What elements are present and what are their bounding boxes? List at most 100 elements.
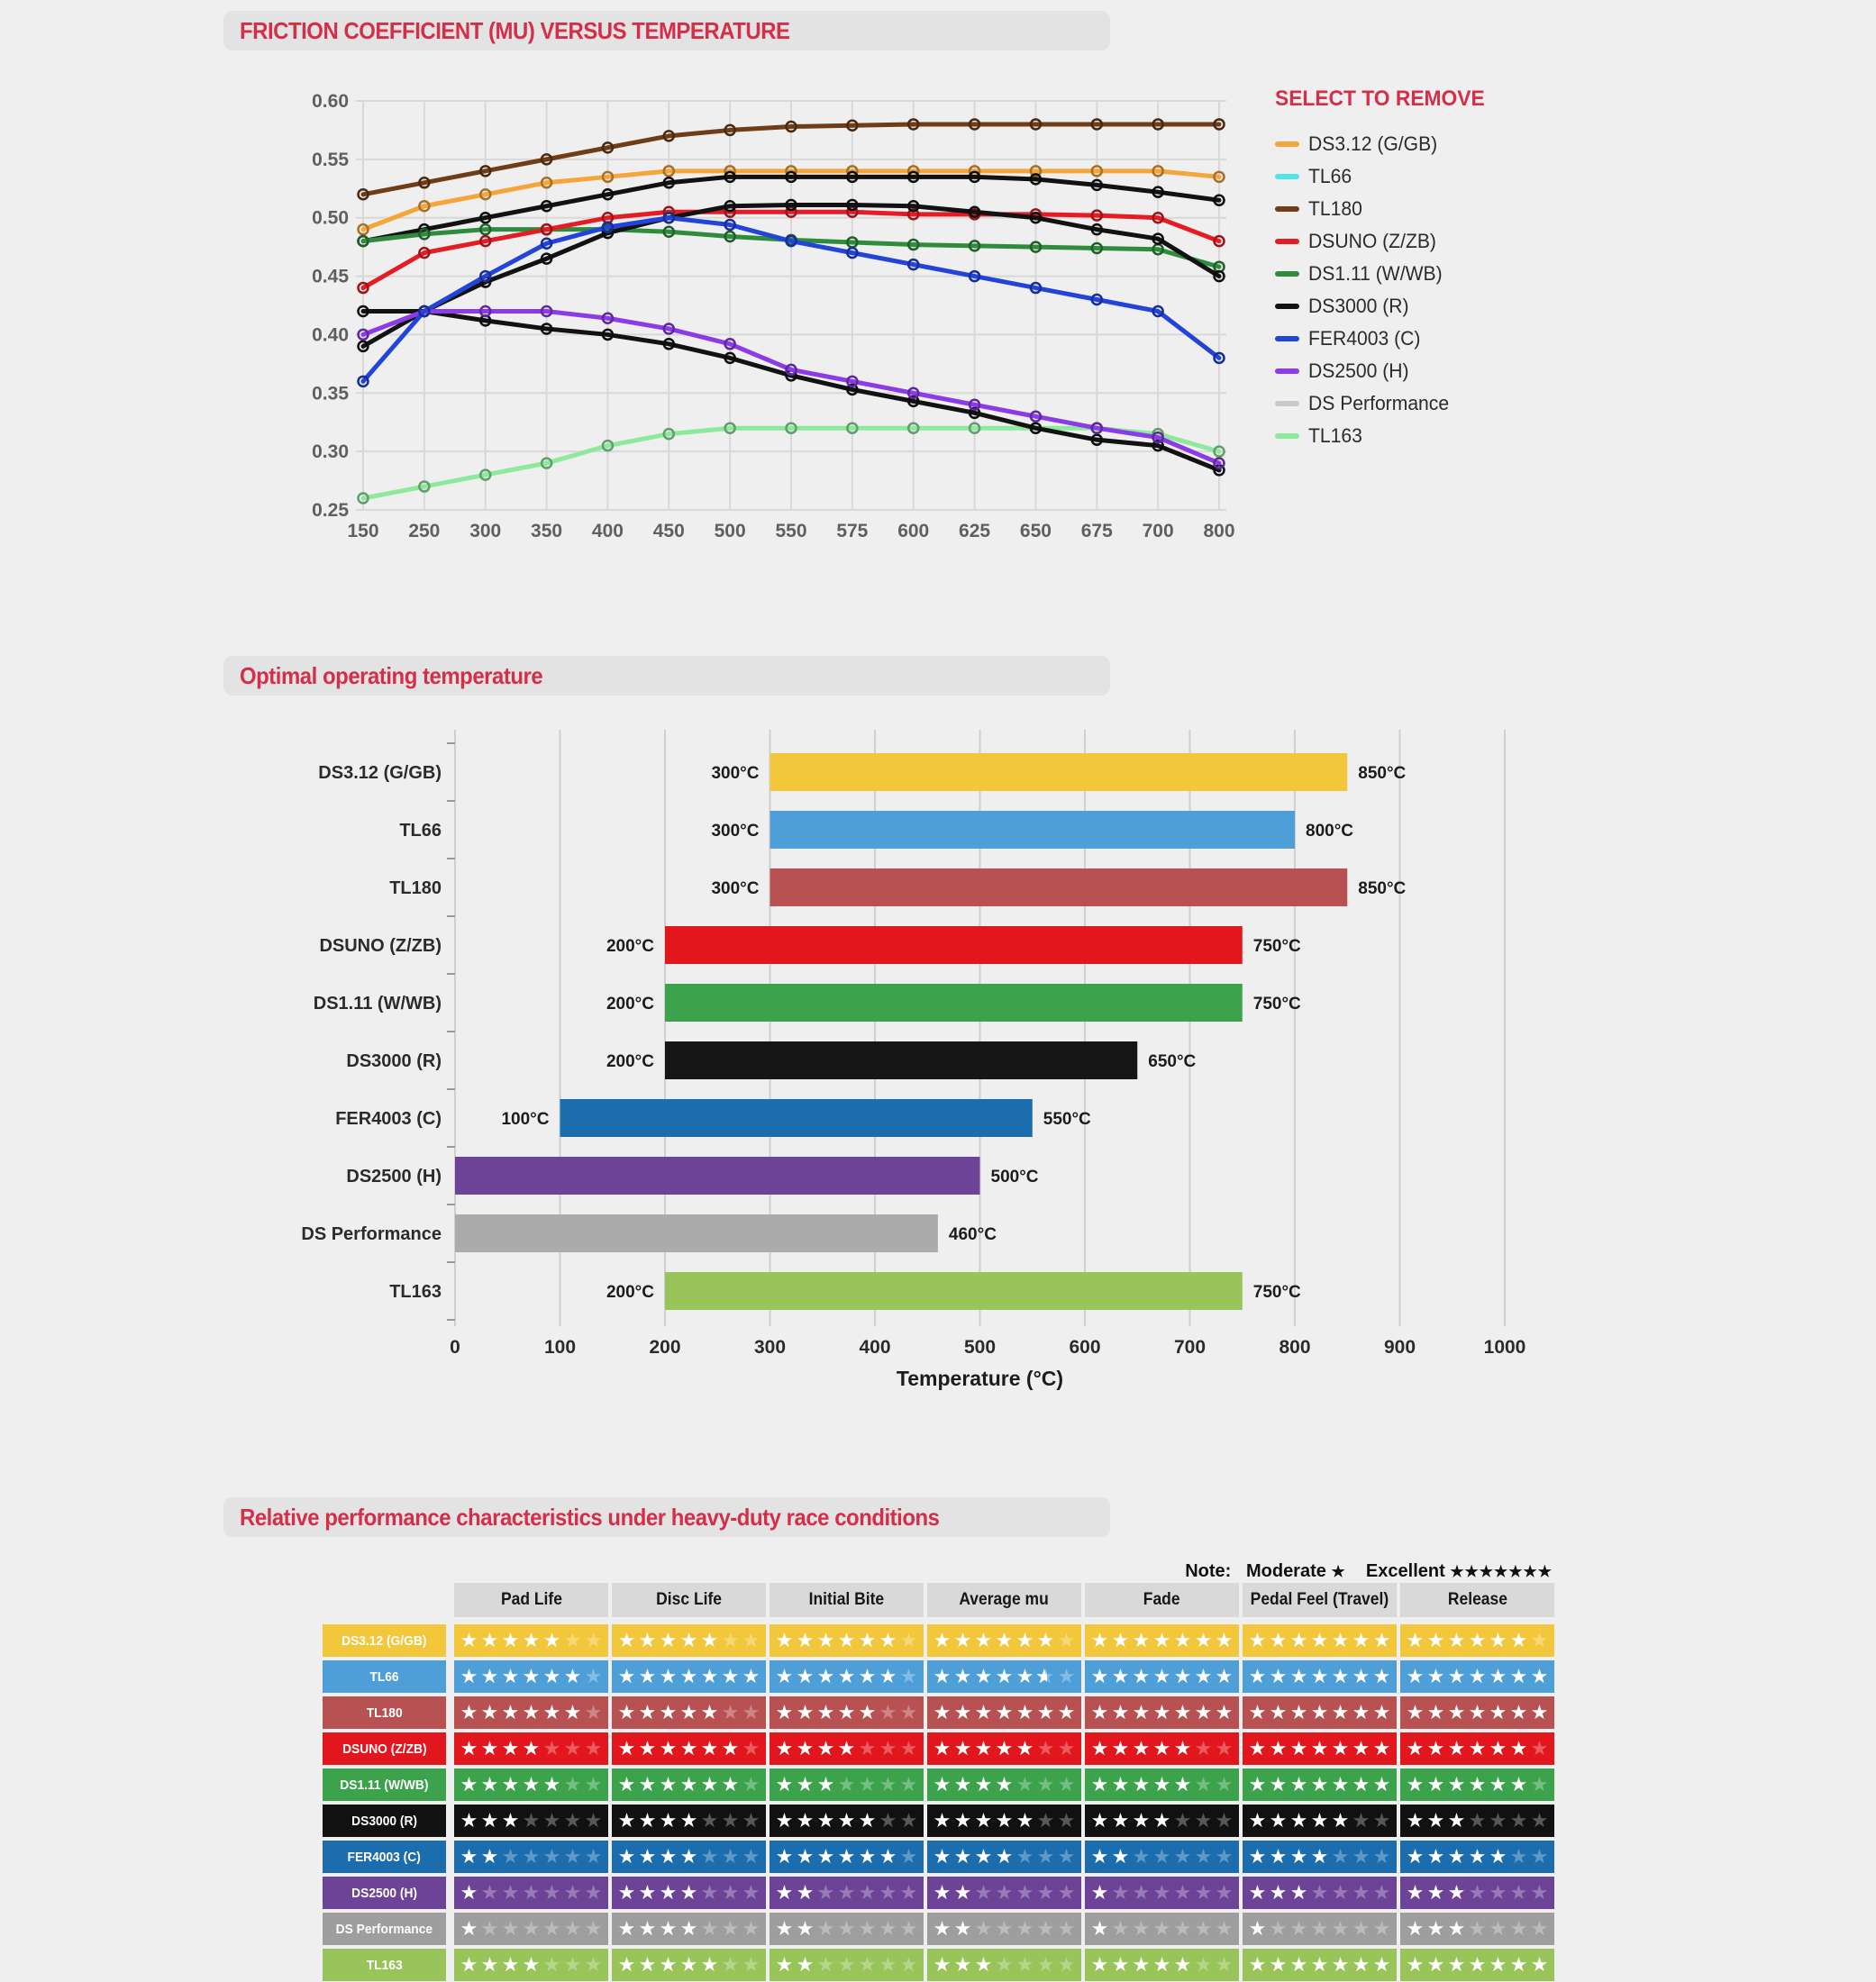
star-empty-icon: ★	[1509, 1809, 1528, 1832]
rating-cell: ★ ★ ★ ★ ★ ★ ★	[770, 1949, 924, 1981]
star-empty-icon: ★	[700, 1917, 719, 1940]
star-filled-icon: ★	[1269, 1845, 1288, 1868]
data-point-marker	[1090, 241, 1104, 255]
rating-cell: ★ ★ ★ ★ ★ ★ ★	[770, 1805, 924, 1837]
star-empty-icon: ★	[1036, 1845, 1055, 1868]
star-filled-icon: ★	[1248, 1737, 1267, 1759]
data-point-marker	[846, 119, 859, 132]
star-empty-icon: ★	[1057, 1917, 1076, 1940]
legend-item-DS3000 (R)[interactable]: DS3000 (R)	[1275, 290, 1545, 323]
star-empty-icon: ★	[995, 1953, 1014, 1976]
data-point-marker	[601, 312, 615, 325]
star-filled-icon: ★	[1468, 1629, 1487, 1651]
star-filled-icon: ★	[659, 1773, 678, 1796]
star-filled-icon: ★	[480, 1665, 499, 1687]
star-filled-icon: ★	[775, 1701, 794, 1723]
star-filled-icon: ★	[995, 1809, 1014, 1832]
star-filled-icon: ★	[1289, 1845, 1308, 1868]
star-empty-icon: ★	[1015, 1953, 1034, 1976]
bar-category-label: FER4003 (C)	[335, 1109, 442, 1129]
legend-item-TL163[interactable]: TL163	[1275, 420, 1545, 452]
rating-cell: ★ ★ ★ ★ ★ ★ ★	[1085, 1696, 1239, 1729]
star-filled-icon: ★	[522, 1737, 541, 1759]
star-empty-icon: ★	[858, 1737, 877, 1759]
friction-chart-legend: SELECT TO REMOVE DS3.12 (G/GB) TL66 TL180 D…	[1275, 86, 1545, 452]
star-filled-icon: ★	[1132, 1773, 1151, 1796]
star-filled-icon: ★	[953, 1917, 972, 1940]
star-empty-icon: ★	[837, 1917, 856, 1940]
star-empty-icon: ★	[542, 1737, 561, 1759]
star-empty-icon: ★	[1215, 1953, 1234, 1976]
data-point-marker	[662, 323, 676, 335]
star-empty-icon: ★	[1489, 1881, 1507, 1904]
star-filled-icon: ★	[617, 1629, 636, 1651]
x-axis-tick-label: 800	[1279, 1337, 1310, 1358]
star-filled-icon: ★	[480, 1809, 499, 1832]
star-filled-icon: ★	[1173, 1629, 1192, 1651]
data-point-marker	[1090, 293, 1104, 306]
column-header-Disc Life: Disc Life	[612, 1583, 766, 1617]
bar-max-value-label: 460°C	[949, 1225, 997, 1244]
star-empty-icon: ★	[522, 1881, 541, 1904]
star-filled-icon: ★	[1173, 1737, 1192, 1759]
star-empty-icon: ★	[1468, 1917, 1487, 1940]
rating-cell: ★ ★ ★ ★ ★ ★ ★	[1085, 1913, 1239, 1945]
star-empty-icon: ★	[837, 1881, 856, 1904]
star-filled-icon: ★	[1090, 1629, 1109, 1651]
star-filled-icon: ★	[460, 1773, 478, 1796]
bar-min-value-label: 300°C	[711, 879, 759, 898]
legend-item-TL180[interactable]: TL180	[1275, 193, 1545, 225]
star-filled-icon: ★	[1152, 1773, 1171, 1796]
star-filled-icon: ★	[700, 1737, 719, 1759]
star-filled-icon: ★	[1289, 1737, 1308, 1759]
data-point-marker	[357, 234, 369, 248]
legend-item-TL66[interactable]: TL66	[1275, 160, 1545, 193]
star-filled-icon: ★	[679, 1917, 698, 1940]
data-point-marker	[662, 177, 676, 189]
star-filled-icon: ★	[837, 1809, 856, 1832]
star-filled-icon: ★	[700, 1701, 719, 1723]
note-excellent-stars-icon: ★★★★★★★	[1450, 1563, 1553, 1580]
data-point-marker	[418, 177, 431, 189]
star-filled-icon: ★	[1289, 1665, 1308, 1687]
star-empty-icon: ★	[1173, 1845, 1192, 1868]
bar-min-value-label: 300°C	[711, 822, 759, 841]
star-empty-icon: ★	[899, 1737, 918, 1759]
legend-item-label: TL66	[1308, 165, 1352, 187]
star-filled-icon: ★	[522, 1665, 541, 1687]
legend-item-DS2500 (H)[interactable]: DS2500 (H)	[1275, 355, 1545, 387]
legend-item-DSUNO (Z/ZB)[interactable]: DSUNO (Z/ZB)	[1275, 225, 1545, 258]
star-filled-icon: ★	[1248, 1773, 1267, 1796]
star-empty-icon: ★	[1194, 1809, 1213, 1832]
data-point-marker	[1029, 118, 1043, 131]
rating-cell: ★ ★ ★ ★ ★ ★ ★	[1400, 1805, 1554, 1837]
star-filled-icon: ★	[933, 1809, 952, 1832]
star-filled-icon: ★	[879, 1665, 897, 1687]
row-label-DSUNO (Z/ZB): DSUNO (Z/ZB)	[323, 1732, 446, 1765]
bar-category-label: DS2500 (H)	[346, 1167, 442, 1186]
star-filled-icon: ★	[563, 1701, 582, 1723]
data-point-marker	[968, 118, 981, 131]
legend-item-DS3.12 (G/GB)[interactable]: DS3.12 (G/GB)	[1275, 128, 1545, 160]
star-empty-icon: ★	[1372, 1917, 1391, 1940]
star-filled-icon: ★	[638, 1701, 657, 1723]
data-point-marker	[1213, 234, 1225, 248]
star-filled-icon: ★	[1194, 1629, 1213, 1651]
star-filled-icon: ★	[974, 1773, 993, 1796]
legend-item-DS1.11 (W/WB)[interactable]: DS1.11 (W/WB)	[1275, 258, 1545, 290]
data-point-marker	[968, 269, 981, 283]
legend-item-DS Performance[interactable]: DS Performance	[1275, 387, 1545, 420]
star-empty-icon: ★	[879, 1953, 897, 1976]
star-filled-icon: ★	[933, 1701, 952, 1723]
star-empty-icon: ★	[542, 1809, 561, 1832]
star-empty-icon: ★	[584, 1809, 603, 1832]
star-filled-icon: ★	[1173, 1953, 1192, 1976]
star-filled-icon: ★	[1015, 1701, 1034, 1723]
rating-cell: ★ ★ ★ ★ ★ ★ ★	[454, 1913, 608, 1945]
star-empty-icon: ★	[721, 1917, 740, 1940]
star-empty-icon: ★	[721, 1701, 740, 1723]
legend-item-FER4003 (C)[interactable]: FER4003 (C)	[1275, 323, 1545, 355]
note-label: Note:	[1185, 1561, 1232, 1581]
star-empty-icon: ★	[1489, 1809, 1507, 1832]
star-filled-icon: ★	[933, 1845, 952, 1868]
